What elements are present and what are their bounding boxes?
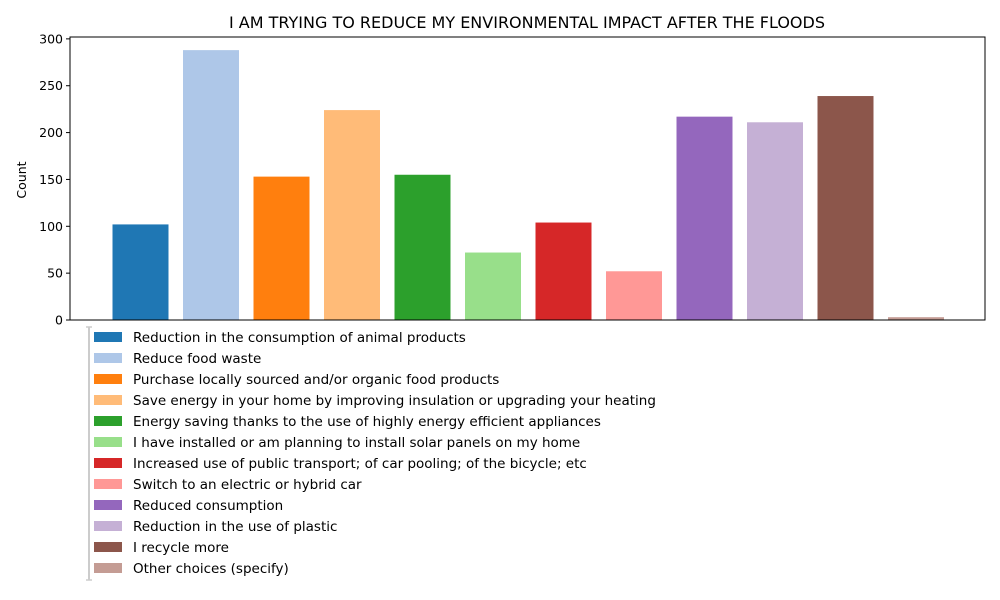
y-tick-label: 300 bbox=[39, 31, 63, 46]
y-tick-label: 50 bbox=[47, 266, 63, 281]
bar bbox=[676, 116, 733, 321]
legend-swatch bbox=[94, 374, 122, 384]
bar bbox=[817, 96, 874, 320]
chart-title: I AM TRYING TO REDUCE MY ENVIRONMENTAL I… bbox=[229, 13, 825, 32]
legend-swatch bbox=[94, 416, 122, 426]
legend-swatch bbox=[94, 332, 122, 342]
y-tick-label: 0 bbox=[55, 313, 63, 328]
bar bbox=[535, 222, 592, 320]
legend-swatch bbox=[94, 479, 122, 489]
bar bbox=[394, 174, 451, 320]
legend-label: Reduced consumption bbox=[133, 498, 283, 514]
plot-frame bbox=[69, 36, 986, 321]
legend: Reduction in the consumption of animal p… bbox=[86, 326, 656, 581]
bars-group bbox=[112, 50, 944, 321]
legend-swatch bbox=[94, 542, 122, 552]
legend-swatch bbox=[94, 458, 122, 468]
bar bbox=[253, 176, 310, 320]
legend-label: Reduce food waste bbox=[133, 351, 261, 367]
legend-label: I recycle more bbox=[133, 540, 229, 556]
legend-label: Increased use of public transport; of ca… bbox=[133, 456, 587, 472]
legend-label: Switch to an electric or hybrid car bbox=[133, 477, 362, 493]
bar bbox=[324, 110, 380, 320]
bar bbox=[465, 252, 521, 320]
legend-swatch bbox=[94, 395, 122, 405]
y-axis-label: Count bbox=[14, 161, 29, 198]
legend-swatch bbox=[94, 353, 122, 363]
legend-swatch bbox=[94, 500, 122, 510]
y-tick-label: 100 bbox=[39, 219, 63, 234]
legend-label: Reduction in the use of plastic bbox=[133, 519, 337, 535]
legend-label: Other choices (specify) bbox=[133, 561, 289, 577]
bar bbox=[183, 50, 239, 321]
y-tick-label: 150 bbox=[39, 172, 63, 187]
bar bbox=[606, 271, 662, 320]
legend-label: I have installed or am planning to insta… bbox=[133, 435, 580, 451]
legend-label: Purchase locally sourced and/or organic … bbox=[133, 372, 499, 388]
bar bbox=[747, 122, 803, 320]
y-tick-label: 250 bbox=[39, 78, 63, 93]
legend-label: Energy saving thanks to the use of highl… bbox=[133, 414, 601, 430]
y-axis: 0 50 100 150 200 250 300 bbox=[39, 31, 70, 328]
legend-swatch bbox=[94, 437, 122, 447]
y-tick-label: 200 bbox=[39, 125, 63, 140]
legend-label: Save energy in your home by improving in… bbox=[133, 393, 656, 409]
bar bbox=[888, 317, 944, 320]
legend-label: Reduction in the consumption of animal p… bbox=[133, 330, 466, 346]
legend-swatch bbox=[94, 563, 122, 573]
bar bbox=[112, 224, 169, 320]
legend-swatch bbox=[94, 521, 122, 531]
